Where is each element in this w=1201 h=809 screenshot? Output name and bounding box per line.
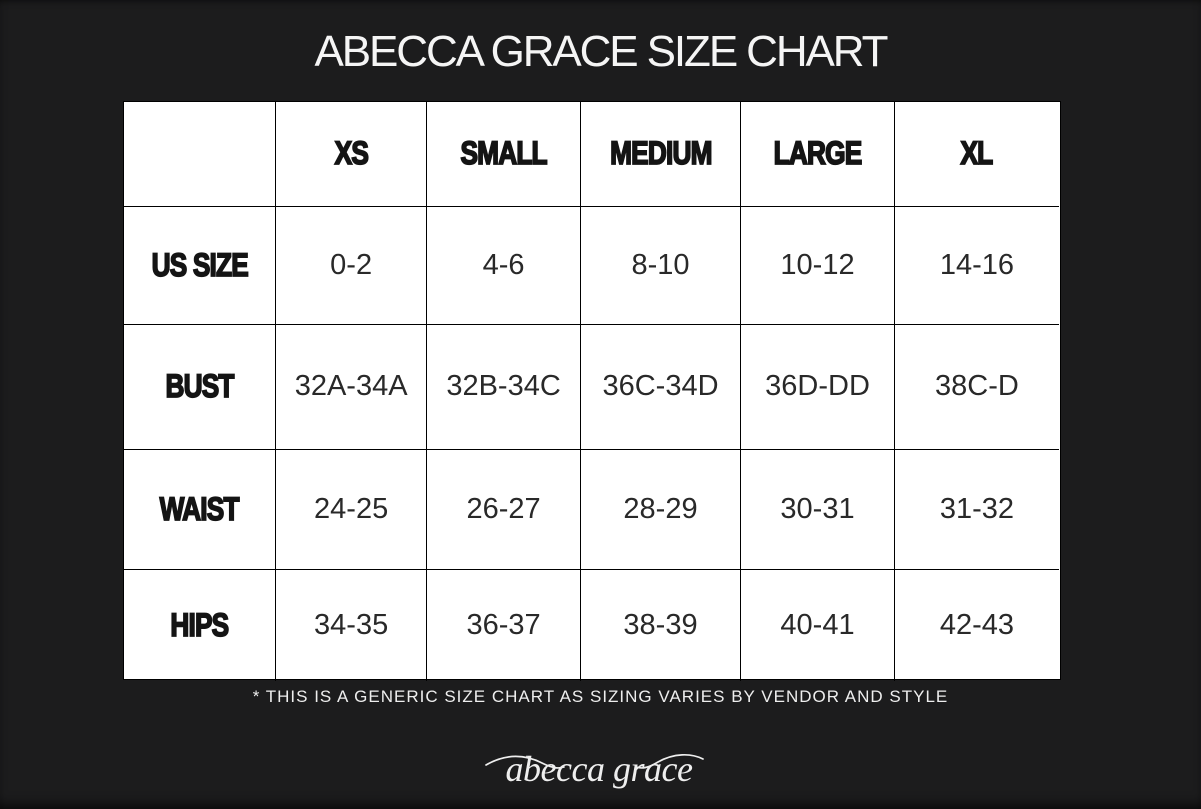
svg-text:abecca grace: abecca grace: [506, 749, 693, 789]
